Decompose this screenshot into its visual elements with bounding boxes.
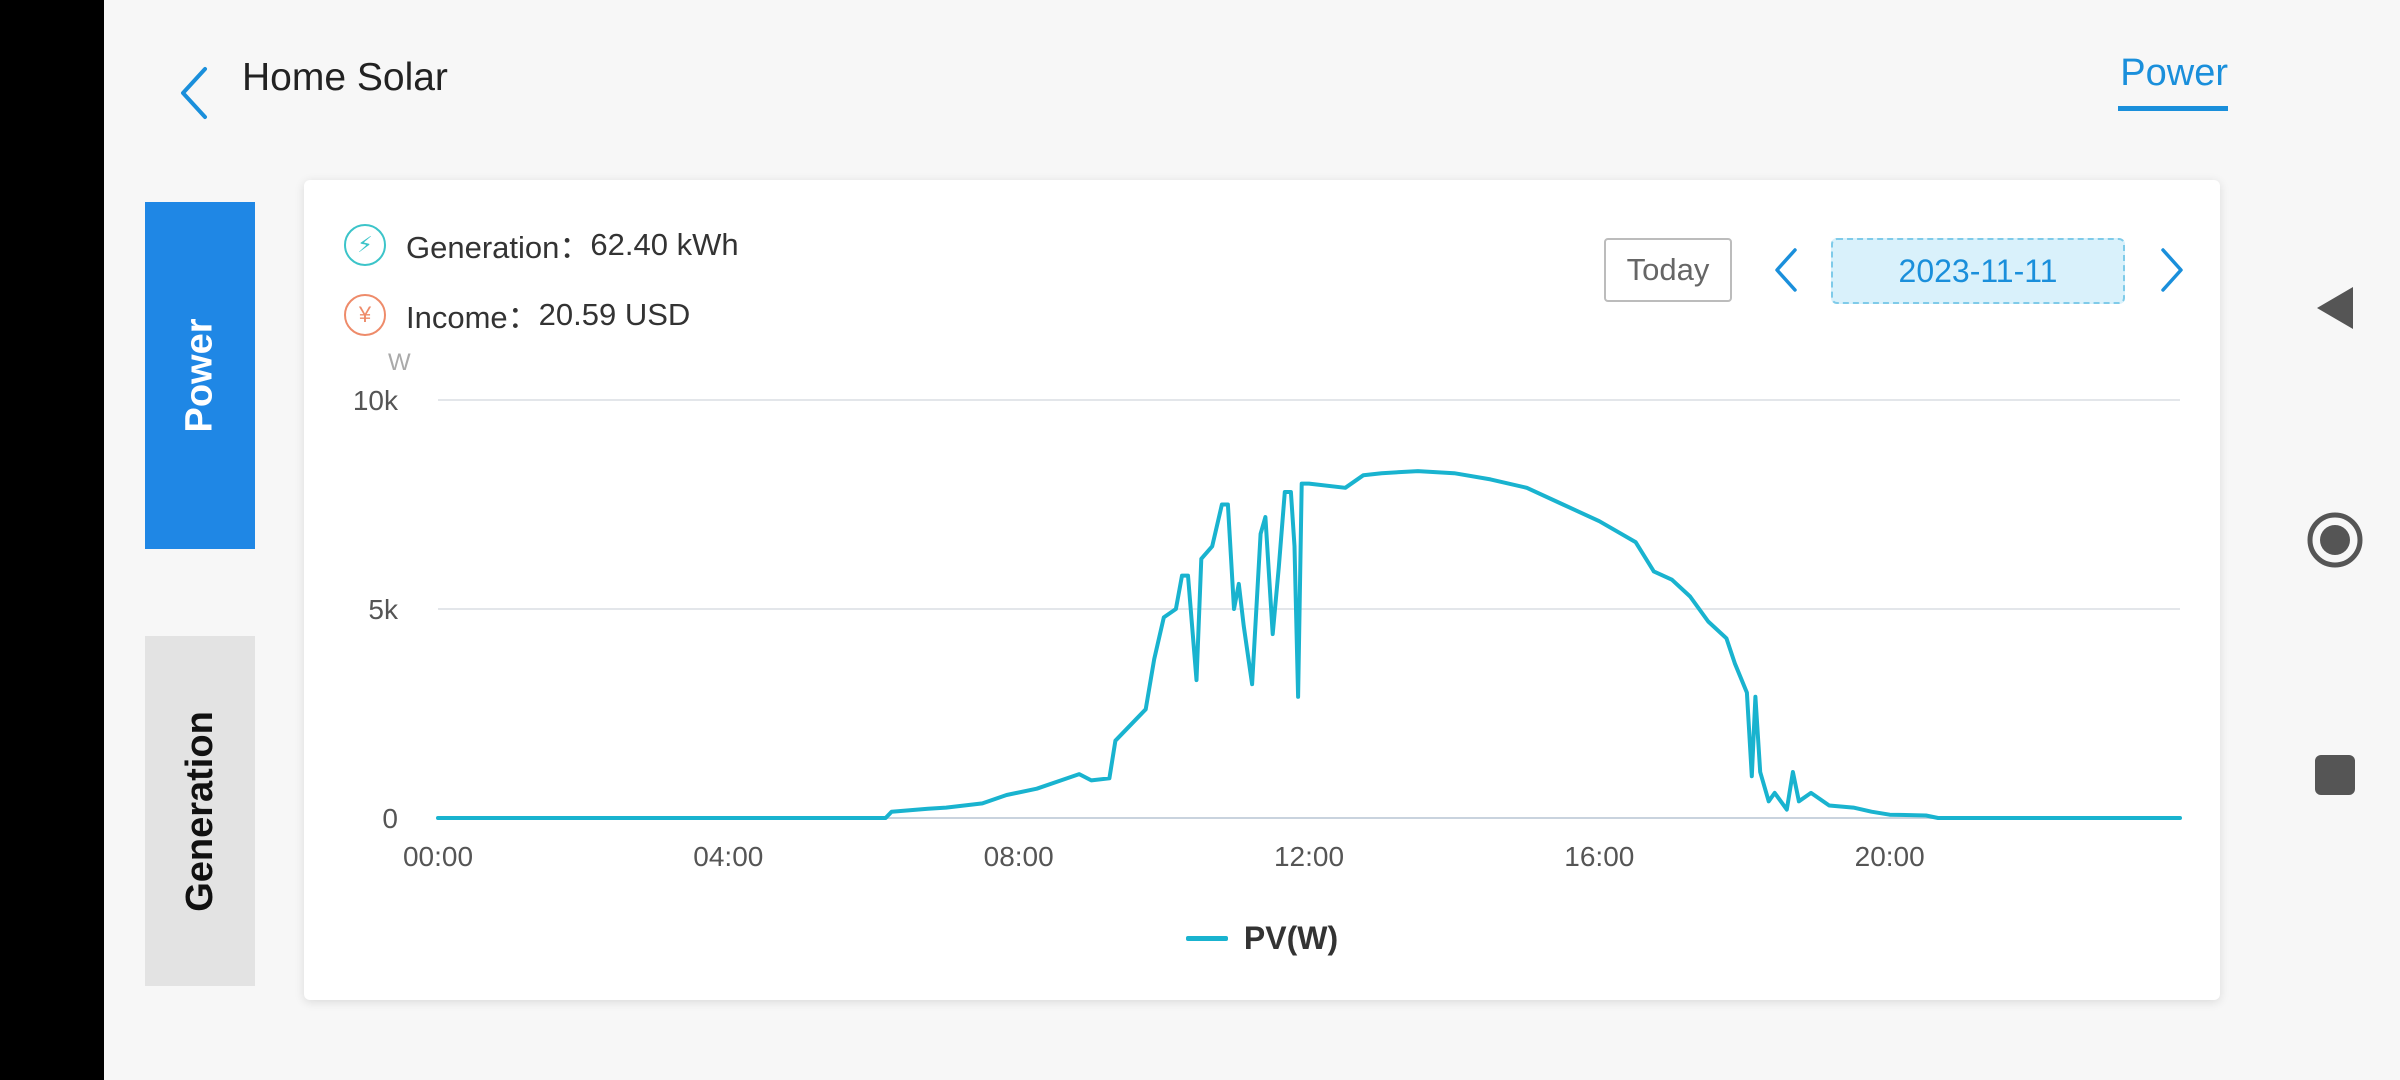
nav-back-button[interactable] (2270, 278, 2400, 338)
chevron-right-icon (2161, 248, 2183, 292)
generation-value: 62.40 kWh (590, 226, 739, 262)
back-button[interactable] (164, 58, 224, 128)
next-date-button[interactable] (2150, 238, 2194, 302)
side-tab-power-label: Power (178, 318, 221, 433)
x-tick-label-0800: 08:00 (984, 841, 1054, 872)
nav-recents-button[interactable] (2270, 745, 2400, 805)
today-button[interactable]: Today (1604, 238, 1732, 302)
nav-home-button[interactable] (2270, 510, 2400, 570)
pv-power-chart: W 0 5k 10k 00:00 04:00 08:00 12:00 16:00 20:00 (353, 349, 2182, 872)
legend-label-pv: PV(W) (1243, 920, 1339, 956)
previous-date-button[interactable] (1764, 238, 1808, 302)
chart-card: ⚡ Generation： 62.40 kWh ¥ Income： 20.59 … (304, 180, 2220, 1000)
page-title: Home Solar (242, 56, 448, 99)
legend-swatch-pv (1185, 936, 1228, 941)
screen-left-bezel (0, 0, 104, 1080)
date-picker[interactable]: 2023-11-11 (1831, 238, 2125, 304)
triangle-back-icon (2317, 287, 2353, 329)
x-tick-label-1600: 16:00 (1564, 841, 1634, 872)
yen-icon: ¥ (344, 293, 386, 336)
chevron-left-icon (1775, 248, 1797, 292)
chart-legend[interactable]: PV(W) (304, 920, 2220, 957)
chevron-left-icon (181, 67, 207, 119)
generation-label: Generation： (406, 230, 591, 265)
circle-home-icon (2307, 512, 2363, 568)
x-tick-label-0000: 00:00 (403, 841, 473, 872)
series-line-pv (436, 469, 2182, 820)
tab-active-indicator (2118, 106, 2228, 111)
income-value: 20.59 USD (538, 296, 691, 332)
app-header: Home Solar Power (104, 0, 2270, 160)
y-tick-label-0: 0 (382, 803, 398, 834)
income-summary: ¥ Income： 20.59 USD (344, 292, 690, 337)
x-tick-label-2000: 20:00 (1855, 841, 1925, 872)
x-tick-label-0400: 04:00 (693, 841, 763, 872)
system-navigation-bar (2270, 0, 2400, 1080)
y-tick-label-10k: 10k (353, 385, 399, 416)
x-tick-label-1200: 12:00 (1274, 841, 1344, 872)
y-axis-unit-label: W (388, 349, 411, 376)
square-recents-icon (2315, 755, 2355, 795)
lightning-bolt-icon: ⚡ (344, 223, 386, 266)
y-tick-label-5k: 5k (368, 594, 399, 625)
generation-summary: ⚡ Generation： 62.40 kWh (344, 222, 739, 267)
side-tab-generation-label: Generation (178, 710, 221, 912)
income-label: Income： (406, 300, 539, 335)
side-tab-power[interactable]: Power (145, 202, 255, 549)
tab-power[interactable]: Power (2120, 52, 2228, 94)
side-tab-generation[interactable]: Generation (145, 636, 255, 986)
